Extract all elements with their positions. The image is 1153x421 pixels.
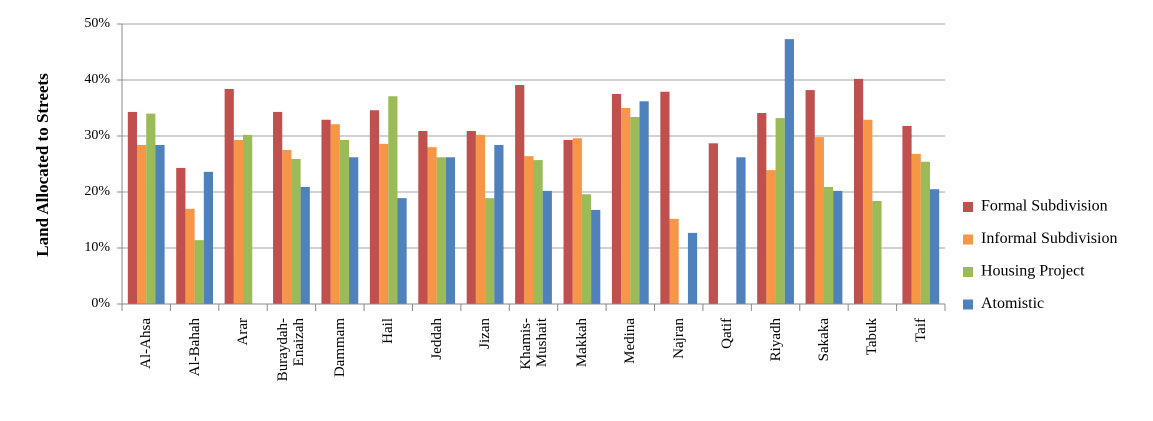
bar <box>621 108 631 304</box>
x-tick-label: Jizan <box>477 318 494 349</box>
x-tick-label: Riyadh <box>767 318 784 362</box>
bar <box>542 190 552 304</box>
bar <box>185 208 195 304</box>
x-tick-label: Buraydah- Enaizah <box>275 318 308 382</box>
bar <box>475 134 486 304</box>
bar <box>630 116 640 305</box>
bar <box>563 139 573 304</box>
bar <box>300 186 310 304</box>
bar <box>127 111 138 304</box>
bar <box>203 171 214 304</box>
x-tick-label: Najran <box>670 318 687 359</box>
bar <box>379 143 389 304</box>
x-tick-label: Sakaka <box>815 318 832 362</box>
bar <box>291 158 301 304</box>
bar <box>591 209 601 304</box>
bar <box>369 110 380 305</box>
x-tick-label: Tabuk <box>864 318 881 356</box>
x-tick-label: Medina <box>622 318 639 364</box>
x-tick-label: Hail <box>380 318 397 344</box>
bar <box>243 134 253 304</box>
legend-swatch <box>963 234 973 245</box>
legend-swatch <box>963 299 973 310</box>
bar <box>863 119 873 304</box>
legend-label: Informal Subdivision <box>981 230 1117 247</box>
bar <box>445 157 456 304</box>
x-tick-label: Taif <box>912 318 929 342</box>
bar <box>233 139 244 304</box>
bar <box>660 91 670 304</box>
bar <box>224 88 234 305</box>
legend-label: Atomistic <box>981 295 1044 312</box>
x-tick-label: Khamis- Mushait <box>517 318 550 370</box>
y-tick-label: 0% <box>91 296 110 311</box>
bar <box>757 113 767 304</box>
bar <box>766 170 776 304</box>
bar <box>814 137 824 304</box>
legend-swatch <box>963 202 973 212</box>
bar <box>176 167 186 304</box>
x-tick-label: Al-Bahah <box>186 318 203 377</box>
bar <box>775 118 785 304</box>
bar <box>194 240 204 304</box>
x-tick-label: Dammam <box>331 318 348 378</box>
bar <box>929 189 940 304</box>
bar <box>872 200 882 304</box>
bar <box>388 96 398 305</box>
y-tick-label: 40% <box>84 72 110 87</box>
bar <box>823 186 834 304</box>
bar <box>146 113 156 304</box>
y-tick-label: 30% <box>84 128 110 143</box>
bar <box>321 119 331 304</box>
bar <box>572 138 582 304</box>
bar <box>639 101 649 304</box>
bar <box>911 153 921 304</box>
bar <box>397 198 407 304</box>
bar <box>137 144 147 304</box>
legend-label: Housing Project <box>981 263 1085 280</box>
y-axis-title: Land Allocated to Streets <box>33 73 52 257</box>
bar <box>494 144 504 304</box>
bar <box>515 85 525 304</box>
bar <box>485 198 495 304</box>
bar <box>436 157 446 304</box>
bar <box>282 150 292 304</box>
bar <box>687 232 698 304</box>
bar <box>805 90 815 304</box>
bar <box>833 190 843 304</box>
x-tick-label: Arar <box>235 318 252 346</box>
bar <box>853 78 864 304</box>
legend-swatch <box>963 267 973 277</box>
bar <box>784 39 794 305</box>
bar <box>581 194 592 304</box>
bar <box>524 156 534 304</box>
bar <box>736 157 746 304</box>
y-tick-label: 10% <box>84 240 110 255</box>
x-tick-label: Makkah <box>573 318 590 368</box>
y-tick-label: 50% <box>84 16 110 31</box>
bar <box>339 139 350 304</box>
y-tick-label: 20% <box>84 184 110 199</box>
bar <box>533 160 543 304</box>
bar <box>155 144 165 304</box>
bar <box>466 130 476 304</box>
bar <box>669 218 679 304</box>
bar <box>920 161 930 304</box>
bar <box>273 111 283 304</box>
x-tick-label: Al-Ahsa <box>138 318 155 369</box>
bar <box>418 130 428 304</box>
legend-label: Formal Subdivision <box>981 198 1108 215</box>
bar <box>330 124 340 305</box>
bar <box>349 157 359 304</box>
x-tick-label: Jeddah <box>428 318 445 360</box>
x-tick-label: Qatif <box>719 318 736 349</box>
bar <box>611 94 622 304</box>
bar <box>902 125 912 304</box>
bar <box>708 143 718 304</box>
bar <box>427 147 437 304</box>
